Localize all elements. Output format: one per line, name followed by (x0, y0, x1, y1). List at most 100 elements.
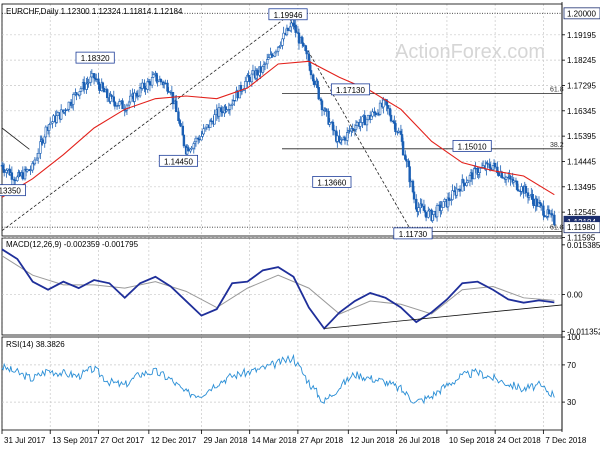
candle-body (301, 37, 304, 44)
y-tick-label: 1.13495 (567, 183, 596, 192)
candle-body (18, 172, 21, 177)
candle-body (97, 78, 100, 85)
candle-body (532, 198, 535, 206)
candle-body (543, 214, 546, 217)
candle-body (166, 82, 169, 92)
candle-body (228, 105, 232, 110)
price-label-box (268, 8, 308, 21)
candle-body (417, 207, 420, 212)
candle-body (106, 89, 109, 99)
candle-body (325, 108, 328, 112)
fib-level-label: 38.2 (550, 142, 564, 149)
macd-signal-line (1, 255, 555, 315)
candle-body (488, 163, 491, 169)
candle-body (138, 87, 142, 97)
candle-body (129, 95, 132, 103)
candle-body (512, 180, 515, 183)
candle-body (143, 82, 146, 89)
candle-body (267, 57, 270, 60)
price-label-box (158, 154, 198, 167)
candle-body (155, 72, 158, 82)
moving-average-line (1, 60, 555, 198)
candle-body (308, 61, 312, 71)
candle-body (332, 129, 336, 132)
candle-body (271, 54, 274, 57)
candle-body (547, 209, 551, 215)
candle-body (553, 214, 556, 225)
price-label: 1.14450 (158, 154, 198, 167)
candle-body (75, 92, 78, 95)
candle-body (178, 120, 181, 124)
candle-body (535, 198, 538, 207)
candle-body (47, 124, 51, 131)
candle-body (148, 81, 152, 86)
y-tick-label: 1.12545 (567, 208, 596, 217)
y-tick-label: 30 (567, 398, 576, 407)
y-highlight-label: 1.20000 (567, 9, 596, 18)
candle-body (363, 115, 366, 126)
candle-body (5, 169, 8, 173)
price-label: 1.17130 (330, 83, 371, 96)
candle-body (451, 190, 454, 200)
candle-body (422, 206, 426, 211)
candle-body (225, 109, 228, 112)
rsi-title: RSI(14) 38.3826 (6, 340, 65, 349)
y-tick-label: 1.15395 (567, 132, 596, 141)
x-tick-label: 7 Dec 2018 (545, 436, 586, 445)
x-tick-label: 27 Apr 2018 (300, 436, 344, 445)
macd-trend-line (324, 304, 563, 329)
candle-body (286, 27, 290, 31)
price-label: 1.15010 (452, 139, 492, 152)
candle-body (458, 188, 462, 192)
candle-body (411, 180, 415, 193)
candle-body (516, 189, 520, 192)
candle-body (374, 112, 377, 116)
candle-body (112, 96, 115, 103)
candle-body (463, 182, 466, 186)
candle-body (491, 165, 495, 171)
candle-body (515, 180, 519, 190)
y-tick-label: 1.14445 (567, 157, 596, 166)
price-label-box (393, 227, 433, 240)
candle-body (359, 122, 362, 127)
candle-body (127, 101, 131, 106)
candle-body (328, 122, 331, 125)
x-tick-label: 26 Jul 2018 (399, 436, 441, 445)
y-tick-label: -0.011352 (567, 327, 600, 336)
candle-body (405, 159, 408, 162)
candle-body (233, 100, 236, 102)
candle-body (2, 169, 6, 173)
candle-body (412, 191, 416, 200)
candle-body (343, 137, 347, 141)
candle-body (531, 194, 534, 200)
candle-body (146, 81, 149, 90)
candle-body (29, 169, 32, 172)
x-tick-label: 12 Jun 2018 (350, 436, 395, 445)
candle-body (468, 175, 472, 182)
y-tick-label: 1.18245 (567, 56, 596, 65)
candle-body (164, 82, 167, 85)
candle-body (415, 198, 418, 210)
candle-body (95, 78, 98, 80)
candle-body (273, 52, 277, 57)
candle-body (89, 76, 92, 83)
x-tick-label: 13 Sep 2017 (52, 436, 98, 445)
candle-body (317, 87, 320, 100)
price-label-box (330, 83, 371, 96)
price-label-text: 1.13660 (317, 178, 346, 187)
y-highlight-label: 1.11980 (567, 223, 596, 232)
candle-body (67, 101, 71, 110)
candle-body (244, 81, 247, 89)
x-tick-label: 27 Oct 2017 (100, 436, 144, 445)
candle-body (26, 169, 29, 172)
candle-body (55, 115, 58, 123)
candle-body (279, 45, 282, 47)
candle-body (101, 82, 105, 89)
candle-body (90, 73, 94, 78)
candle-body (361, 116, 364, 123)
candle-body (118, 101, 121, 106)
candle-body (397, 130, 400, 133)
candle-body (141, 82, 144, 89)
candle-body (520, 186, 523, 192)
